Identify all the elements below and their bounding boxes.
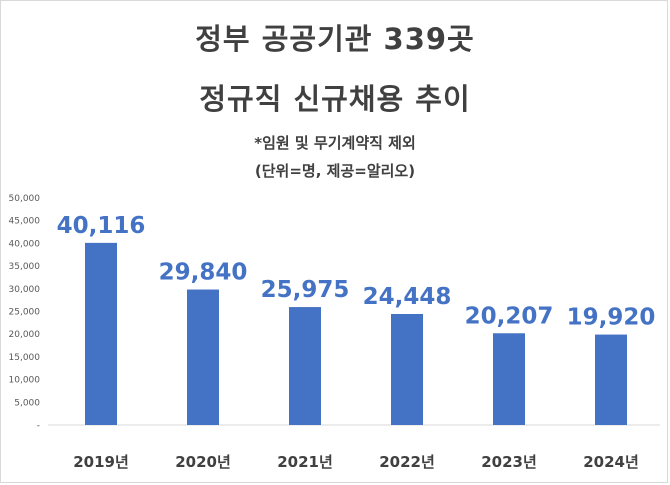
bar <box>493 333 525 425</box>
x-tick-label: 2019년 <box>73 453 129 471</box>
x-tick-label: 2024년 <box>583 453 639 471</box>
y-tick-label: 25,000 <box>9 308 41 318</box>
data-label: 40,116 <box>57 213 146 239</box>
chart-title-line2: 정규직 신규채용 추이 <box>199 82 471 116</box>
y-tick-label: 45,000 <box>9 217 41 227</box>
y-tick-label: 5,000 <box>14 398 40 408</box>
chart-title-line1: 정부 공공기관 339곳 <box>195 22 475 56</box>
data-label: 24,448 <box>363 284 452 310</box>
data-label: 19,920 <box>567 305 656 331</box>
y-tick-label: 35,000 <box>9 262 41 272</box>
y-tick-label: - <box>37 421 40 431</box>
y-tick-label: 40,000 <box>9 239 41 249</box>
bar <box>289 307 321 425</box>
bar <box>595 334 627 425</box>
bar <box>187 289 219 425</box>
chart-note: *임원 및 무기계약직 제외 <box>254 134 416 152</box>
data-label: 25,975 <box>261 277 350 303</box>
x-tick-label: 2023년 <box>481 453 537 471</box>
bar <box>85 242 117 425</box>
y-tick-label: 10,000 <box>9 376 41 386</box>
chart-unit-source: (단위=명, 제공=알리오) <box>254 162 416 180</box>
y-tick-label: 15,000 <box>9 353 41 363</box>
bar <box>391 314 423 425</box>
y-tick-label: 50,000 <box>9 194 41 204</box>
y-tick-label: 20,000 <box>9 330 41 340</box>
y-tick-label: 30,000 <box>9 285 41 295</box>
data-label: 20,207 <box>465 303 554 329</box>
x-tick-label: 2022년 <box>379 453 435 471</box>
x-tick-label: 2020년 <box>175 453 231 471</box>
data-label: 29,840 <box>159 260 248 286</box>
x-tick-label: 2021년 <box>277 453 333 471</box>
